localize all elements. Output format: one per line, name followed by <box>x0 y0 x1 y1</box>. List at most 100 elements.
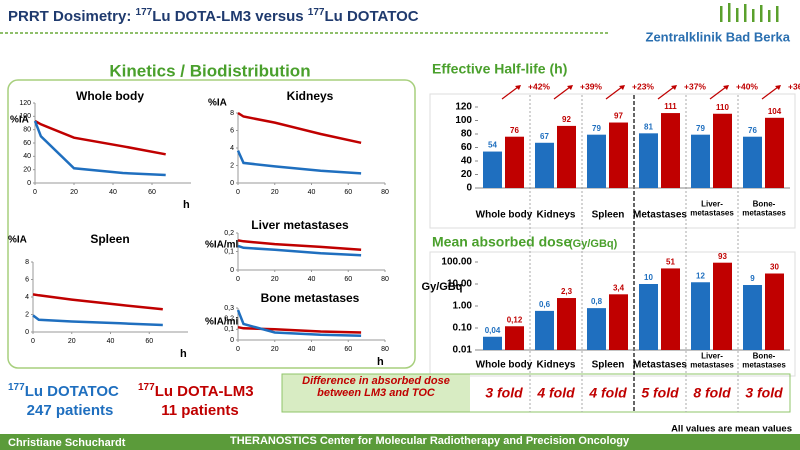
x-tick-label: Kidneys <box>537 360 576 371</box>
value-label: 111 <box>664 102 677 111</box>
y-tick-label: 8 <box>25 259 29 266</box>
table-cell: 4 fold <box>588 385 627 401</box>
x-tick-label: Spleen <box>592 360 625 371</box>
y-tick-label: 0 <box>230 337 234 344</box>
table-cell: 3 fold <box>745 385 783 401</box>
series-line <box>32 293 163 311</box>
value-label: 0,04 <box>485 326 501 335</box>
bar <box>587 308 606 350</box>
legend-patients: 247 patients <box>27 402 114 419</box>
series-line <box>237 239 362 251</box>
table-label: Difference in absorbed dose between LM3 a… <box>302 375 450 399</box>
x-tick-label: Liver-metastases <box>690 200 734 218</box>
bar <box>743 136 762 188</box>
bar <box>505 136 524 188</box>
y-tick-label: 120 <box>19 100 31 107</box>
y-tick-label: 2 <box>25 311 29 318</box>
x-tick-label: 60 <box>344 276 352 283</box>
y-axis-label: %IA <box>208 98 227 109</box>
y-axis-label: %IA <box>10 115 29 126</box>
chart-title: Spleen <box>90 232 129 246</box>
footer-bar <box>0 434 800 450</box>
bar <box>639 133 658 188</box>
bar <box>661 268 680 350</box>
bar <box>609 294 628 350</box>
value-label: 2,3 <box>561 287 573 296</box>
y-axis-label: %IA/ml <box>205 317 239 328</box>
y-tick-label: 20 <box>23 167 31 174</box>
bar <box>661 113 680 188</box>
x-tick-label: Metastases <box>633 360 687 371</box>
legend-patients: 11 patients <box>161 402 239 419</box>
x-tick-label: 80 <box>381 276 389 283</box>
x-tick-label: 20 <box>271 346 279 353</box>
series-line <box>237 244 362 257</box>
value-label: 81 <box>644 122 653 131</box>
x-tick-label: 60 <box>145 338 153 345</box>
y-tick-label: 120 <box>455 102 472 113</box>
y-tick-label: 60 <box>23 140 31 147</box>
bar <box>639 284 658 350</box>
table-cell: 5 fold <box>641 385 679 401</box>
x-tick-label: 60 <box>344 346 352 353</box>
x-tick-label: 20 <box>70 189 78 196</box>
y-tick-label: 0 <box>466 183 472 194</box>
y-tick-label: 0,3 <box>224 305 234 312</box>
y-tick-label: 100 <box>19 113 31 120</box>
bar <box>691 134 710 188</box>
x-tick-label: 40 <box>308 276 316 283</box>
table-cell: 4 fold <box>536 385 575 401</box>
arrow <box>553 86 571 100</box>
x-tick-label: 0 <box>33 189 37 196</box>
value-label: 93 <box>718 252 727 261</box>
series-line <box>236 309 362 337</box>
x-tick-label: 40 <box>107 338 115 345</box>
x-tick-label: Spleen <box>592 210 625 221</box>
y-tick-label: 0,1 <box>224 248 234 255</box>
x-tick-label: Liver-metastases <box>690 352 734 370</box>
bar <box>609 122 628 188</box>
y-tick-label: 80 <box>461 129 473 140</box>
x-tick-label: 80 <box>381 346 389 353</box>
y-tick-label: 0,2 <box>224 230 234 237</box>
increase-label: +37% <box>684 81 706 91</box>
x-tick-label: 60 <box>344 189 352 196</box>
y-tick-label: 8 <box>230 110 234 117</box>
chart-title: Mean absorbed dose <box>432 234 571 250</box>
y-axis-label: Gy/GBq <box>422 281 463 293</box>
increase-label: +39% <box>580 81 602 91</box>
bar <box>483 151 502 188</box>
arrow-head <box>619 85 625 90</box>
chart-title: Liver metastases <box>251 218 349 232</box>
x-tick-label: Whole body <box>476 360 533 371</box>
bar <box>505 326 524 350</box>
y-tick-label: 0 <box>230 267 234 274</box>
value-label: 104 <box>768 107 782 116</box>
bar <box>765 117 784 188</box>
y-tick-label: 0,1 <box>224 326 234 333</box>
bar <box>765 273 784 350</box>
value-label: 92 <box>562 115 571 124</box>
y-tick-label: 0 <box>27 180 31 187</box>
x-tick-label: 20 <box>68 338 76 345</box>
chart-title: Bone metastases <box>261 291 360 305</box>
footer-author: Christiane Schuchardt <box>8 437 126 449</box>
bar <box>743 285 762 350</box>
x-tick-label: 0 <box>31 338 35 345</box>
table-frame <box>281 373 791 413</box>
x-tick-label: 40 <box>308 346 316 353</box>
y-axis-label: %IA <box>8 235 27 246</box>
value-label: 9 <box>750 274 755 283</box>
series-line <box>237 325 362 334</box>
x-tick-label: 0 <box>236 276 240 283</box>
arrow-head <box>723 85 729 90</box>
x-tick-label: Bone-metastases <box>742 200 786 218</box>
value-label: 110 <box>716 103 729 112</box>
y-tick-label: 60 <box>461 142 473 153</box>
x-tick-label: 80 <box>381 189 389 196</box>
arrow <box>501 86 519 100</box>
slide-title: PRRT Dosimetry: 177Lu DOTA-LM3 versus 17… <box>8 7 419 25</box>
y-tick-label: 6 <box>230 127 234 134</box>
value-label: 79 <box>696 124 705 133</box>
series-line <box>32 314 163 327</box>
